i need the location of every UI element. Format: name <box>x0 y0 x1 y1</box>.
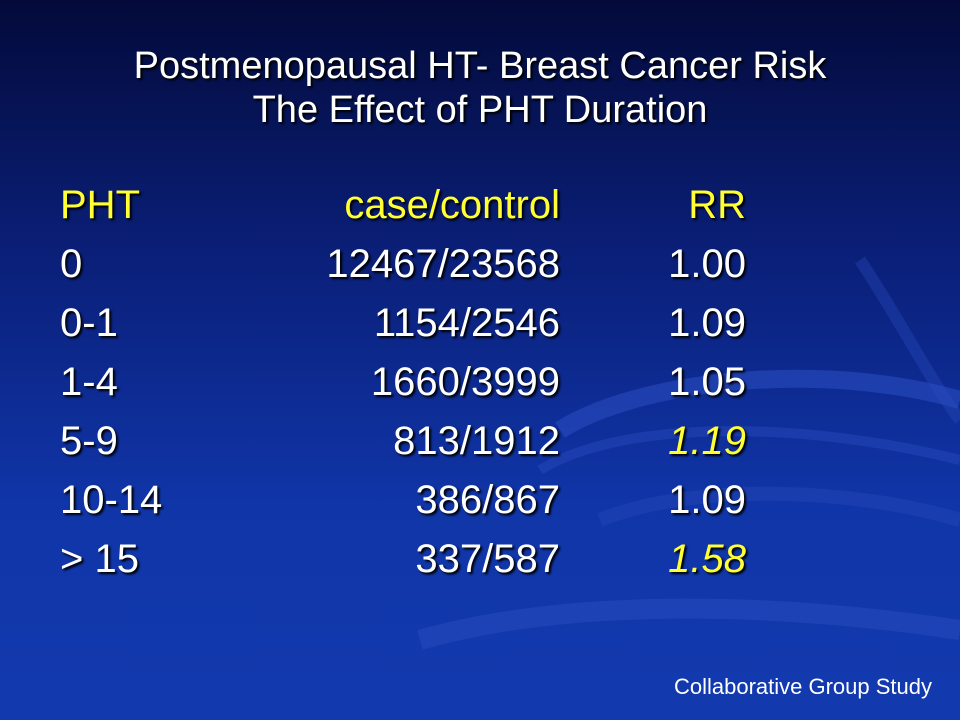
cell-case-control: 813/1912 <box>393 419 560 463</box>
cell-rr: 1.09 <box>668 478 746 522</box>
slide-title: Postmenopausal HT- Breast Cancer Risk Th… <box>0 44 960 132</box>
title-line-2: The Effect of PHT Duration <box>252 89 708 131</box>
source-footnote: Collaborative Group Study <box>673 674 932 699</box>
header-case-control: case/control <box>344 183 560 227</box>
duration-risk-table: PHT case/control RR 0 12467/23568 1.00 0… <box>60 176 780 589</box>
cell-pht: 5-9 <box>60 419 118 463</box>
table-row: 5-9 813/1912 1.19 <box>60 412 780 471</box>
header-rr: RR <box>688 183 746 227</box>
table-row: > 15 337/587 1.58 <box>60 530 780 589</box>
cell-case-control: 1660/3999 <box>370 360 560 404</box>
cell-pht: 0-1 <box>60 301 118 345</box>
title-line-1: Postmenopausal HT- Breast Cancer Risk <box>133 45 827 87</box>
cell-pht: 1-4 <box>60 360 118 404</box>
table-row: 0 12467/23568 1.00 <box>60 235 780 294</box>
header-pht: PHT <box>60 183 140 227</box>
table-row: 0-1 1154/2546 1.09 <box>60 294 780 353</box>
cell-rr: 1.09 <box>668 301 746 345</box>
cell-case-control: 1154/2546 <box>373 301 560 345</box>
table-row: 10-14 386/867 1.09 <box>60 471 780 530</box>
cell-rr-highlight: 1.19 <box>668 419 746 463</box>
cell-case-control: 386/867 <box>415 478 560 522</box>
cell-case-control: 12467/23568 <box>326 242 560 286</box>
cell-pht: 0 <box>60 242 83 286</box>
cell-case-control: 337/587 <box>415 537 560 581</box>
table-row: 1-4 1660/3999 1.05 <box>60 353 780 412</box>
cell-pht: 10-14 <box>60 478 163 522</box>
cell-pht: > 15 <box>60 537 139 581</box>
cell-rr-highlight: 1.58 <box>668 537 746 581</box>
cell-rr: 1.00 <box>668 242 746 286</box>
table-header-row: PHT case/control RR <box>60 176 780 235</box>
cell-rr: 1.05 <box>668 360 746 404</box>
